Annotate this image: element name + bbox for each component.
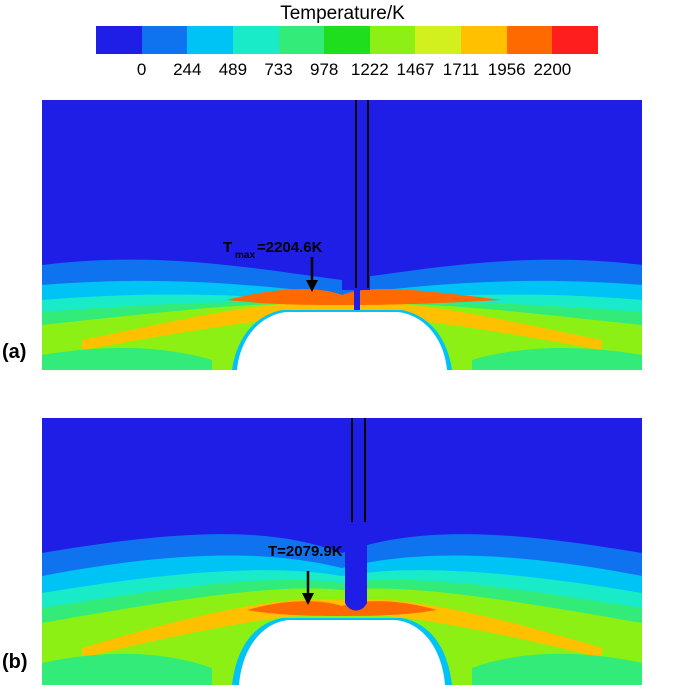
- legend-title: Temperature/K: [280, 3, 405, 24]
- panel-a-annotation-sub: max: [235, 250, 255, 261]
- panel-b-annotation-text: T=2079.9K: [268, 543, 343, 560]
- legend-tick-label: 1711: [442, 60, 480, 79]
- panel-a-tmax-annotation: T max =2204.6K: [223, 239, 323, 292]
- legend-tick-label: 733: [264, 60, 293, 79]
- legend-tick-label: 2200: [533, 60, 572, 79]
- legend-swatch: [506, 26, 553, 54]
- legend-tick-label: 978: [309, 60, 339, 79]
- panel-b-arrow-icon: [302, 593, 314, 605]
- legend-tick-labels: 0 244 489 733 978 1222 1467 1711 1956 2200: [0, 60, 685, 84]
- legend-swatch: [369, 26, 416, 54]
- legend-swatch: [141, 26, 188, 54]
- panel-a-annotation-value: =2204.6K: [257, 239, 323, 256]
- legend-swatch: [324, 26, 370, 54]
- legend-swatch: [415, 26, 462, 54]
- panel-b-label: (b): [2, 651, 28, 673]
- legend-tick-label: 1956: [487, 60, 526, 79]
- legend-swatch: [461, 26, 507, 54]
- legend-tick-label: 1467: [396, 60, 435, 79]
- panel-a-solid-region: [237, 312, 447, 370]
- legend-tick-label: 0: [136, 60, 147, 79]
- panel-a-label: (a): [2, 341, 27, 363]
- panel-a-contour: T max =2204.6K: [42, 100, 642, 370]
- color-legend-bar: [96, 26, 599, 54]
- legend-tick-label: 244: [173, 60, 202, 79]
- legend-swatch: [278, 26, 325, 54]
- panel-b-contour: T=2079.9K: [42, 418, 642, 685]
- panel-a-arrow-icon: [306, 280, 318, 292]
- legend-swatch: [96, 26, 142, 54]
- legend-swatch: [232, 26, 279, 54]
- panel-a-needle: [342, 100, 370, 290]
- legend-tick-label: 1222: [350, 60, 389, 79]
- legend-swatch: [552, 26, 599, 54]
- panel-a-annotation-T: T: [223, 239, 232, 256]
- legend-swatch: [187, 26, 233, 54]
- panel-b-solid-region: [239, 620, 445, 685]
- panel-b-t-annotation: T=2079.9K: [268, 543, 343, 605]
- legend-tick-label: 489: [218, 60, 248, 79]
- panel-b-needle: [346, 418, 368, 522]
